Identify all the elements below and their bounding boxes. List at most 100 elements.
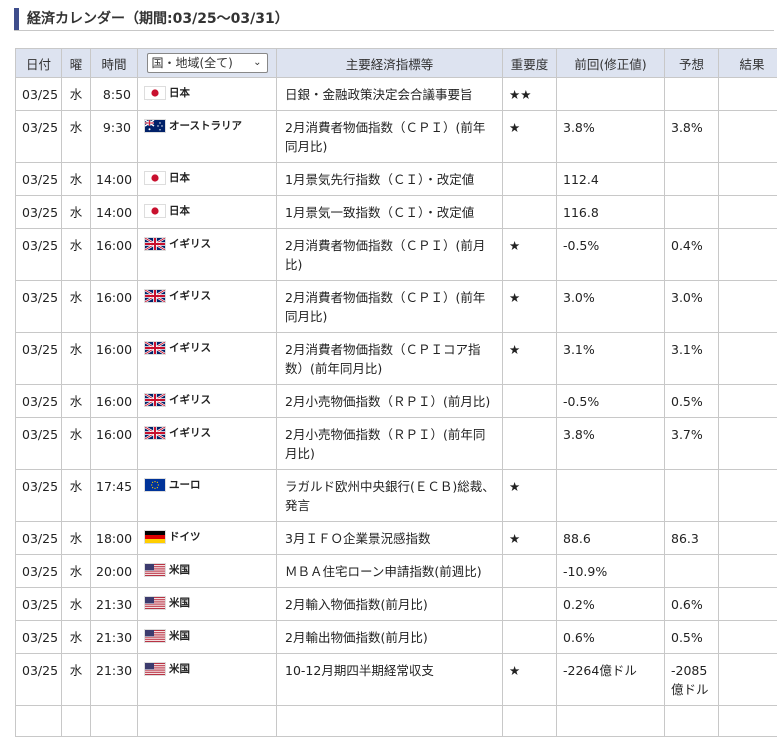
cell-day: 水	[62, 385, 91, 418]
australia-flag-icon	[144, 119, 166, 133]
cell-previous: 3.0%	[557, 281, 665, 333]
eu-flag-icon	[144, 478, 166, 492]
cell-importance: ★	[503, 229, 557, 281]
cell-importance	[503, 588, 557, 621]
region-filter-select[interactable]: 国・地域(全て) ⌄	[147, 53, 268, 73]
cell-region: 米国	[138, 588, 277, 621]
uk-flag-icon	[144, 341, 166, 355]
cell-importance	[503, 621, 557, 654]
region-label: 米国	[169, 597, 190, 609]
cell-previous: 0.2%	[557, 588, 665, 621]
us-flag-icon	[144, 563, 166, 577]
cell-result	[719, 111, 777, 163]
cell-time: 21:30	[91, 621, 138, 654]
cell-event: ＭＢＡ住宅ローン申請指数(前週比)	[277, 555, 503, 588]
cell-previous: 3.8%	[557, 111, 665, 163]
header-region: 国・地域(全て) ⌄	[138, 49, 277, 78]
cell-time: 16:00	[91, 333, 138, 385]
cell-region: イギリス	[138, 281, 277, 333]
cell-importance	[503, 418, 557, 470]
cell-forecast: 86.3	[665, 522, 719, 555]
uk-flag-icon	[144, 237, 166, 251]
empty-cell	[719, 706, 777, 737]
cell-forecast: 0.4%	[665, 229, 719, 281]
cell-event: 2月消費者物価指数（ＣＰＩ）(前月比)	[277, 229, 503, 281]
cell-forecast: 3.8%	[665, 111, 719, 163]
cell-importance	[503, 196, 557, 229]
cell-day: 水	[62, 333, 91, 385]
cell-importance: ★	[503, 654, 557, 706]
header-result: 結果	[719, 49, 777, 78]
cell-time: 14:00	[91, 196, 138, 229]
cell-result	[719, 470, 777, 522]
cell-result	[719, 588, 777, 621]
economic-calendar-table: 日付 曜 時間 国・地域(全て) ⌄ 主要経済指標等 重要度 前回(修正値) 予…	[15, 48, 777, 737]
cell-day: 水	[62, 229, 91, 281]
cell-day: 水	[62, 196, 91, 229]
empty-row	[16, 706, 777, 737]
cell-day: 水	[62, 621, 91, 654]
cell-day: 水	[62, 522, 91, 555]
cell-forecast: -2085億ドル	[665, 654, 719, 706]
empty-cell	[138, 706, 277, 737]
cell-day: 水	[62, 555, 91, 588]
us-flag-icon	[144, 662, 166, 676]
cell-event: 2月小売物価指数（ＲＰＩ）(前年同月比)	[277, 418, 503, 470]
cell-date: 03/25	[16, 111, 62, 163]
cell-result	[719, 522, 777, 555]
cell-result	[719, 163, 777, 196]
cell-importance: ★	[503, 522, 557, 555]
cell-result	[719, 555, 777, 588]
cell-region: 米国	[138, 555, 277, 588]
cell-importance: ★	[503, 470, 557, 522]
cell-forecast	[665, 78, 719, 111]
cell-forecast: 0.5%	[665, 385, 719, 418]
cell-time: 21:30	[91, 654, 138, 706]
cell-importance: ★★	[503, 78, 557, 111]
cell-forecast: 0.5%	[665, 621, 719, 654]
cell-day: 水	[62, 163, 91, 196]
cell-forecast	[665, 196, 719, 229]
page-title: 経済カレンダー（期間:03/25〜03/31）	[14, 8, 289, 30]
cell-day: 水	[62, 111, 91, 163]
japan-flag-icon	[144, 204, 166, 218]
chevron-down-icon: ⌄	[253, 54, 261, 72]
cell-region: ユーロ	[138, 470, 277, 522]
cell-forecast: 3.1%	[665, 333, 719, 385]
cell-previous: -0.5%	[557, 229, 665, 281]
cell-event: 2月輸入物価指数(前月比)	[277, 588, 503, 621]
cell-date: 03/25	[16, 229, 62, 281]
cell-previous: 3.1%	[557, 333, 665, 385]
region-label: イギリス	[169, 238, 211, 250]
cell-result	[719, 385, 777, 418]
cell-forecast	[665, 163, 719, 196]
cell-day: 水	[62, 588, 91, 621]
cell-previous	[557, 78, 665, 111]
cell-region: オーストラリア	[138, 111, 277, 163]
cell-previous: 88.6	[557, 522, 665, 555]
cell-date: 03/25	[16, 418, 62, 470]
cell-forecast	[665, 470, 719, 522]
cell-event: 2月消費者物価指数（ＣＰＩ）(前年同月比)	[277, 281, 503, 333]
region-label: 米国	[169, 564, 190, 576]
cell-event: ラガルド欧州中央銀行(ＥＣＢ)総裁、発言	[277, 470, 503, 522]
cell-region: 日本	[138, 78, 277, 111]
cell-event: 3月ＩＦＯ企業景況感指数	[277, 522, 503, 555]
header-event: 主要経済指標等	[277, 49, 503, 78]
cell-result	[719, 78, 777, 111]
cell-event: 2月消費者物価指数（ＣＰＩ）(前年同月比)	[277, 111, 503, 163]
cell-result	[719, 333, 777, 385]
uk-flag-icon	[144, 393, 166, 407]
cell-region: 日本	[138, 196, 277, 229]
cell-importance: ★	[503, 281, 557, 333]
cell-result	[719, 418, 777, 470]
region-label: ユーロ	[169, 479, 201, 491]
cell-region: ドイツ	[138, 522, 277, 555]
uk-flag-icon	[144, 289, 166, 303]
